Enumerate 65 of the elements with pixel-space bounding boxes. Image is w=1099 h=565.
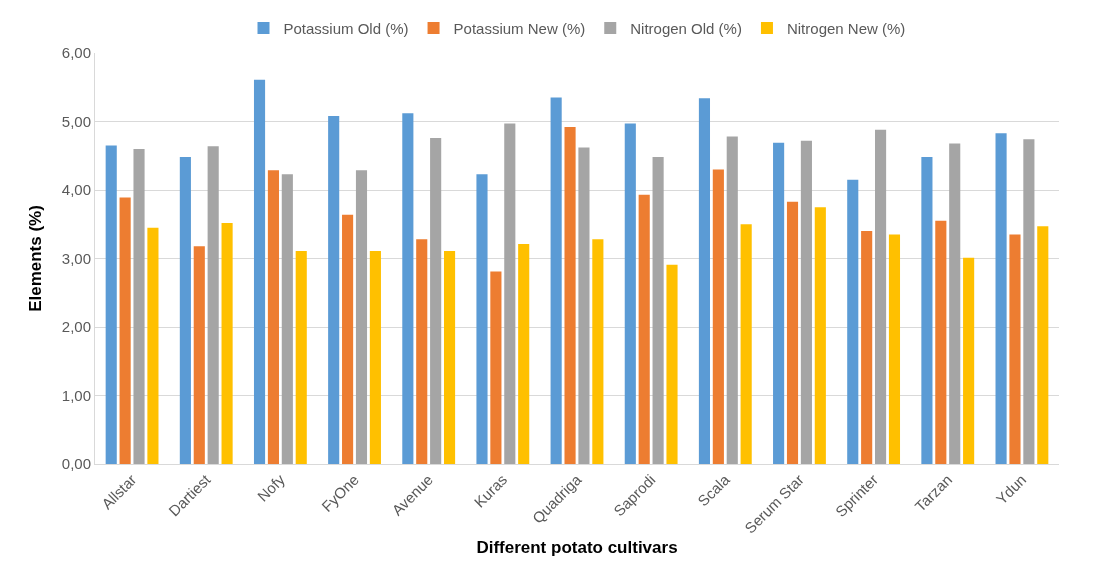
bar — [847, 179, 859, 464]
legend-label: Nitrogen New (%) — [786, 19, 906, 37]
bar — [476, 174, 488, 464]
bar — [504, 123, 516, 464]
y-tick-label: 0,00 — [61, 455, 91, 473]
bar — [133, 148, 145, 464]
bar — [281, 174, 293, 464]
bar — [875, 129, 887, 464]
bar — [666, 264, 678, 464]
bar — [267, 170, 279, 464]
bar — [888, 234, 901, 464]
legend-label: Potassium Old (%) — [283, 19, 409, 37]
bar — [1037, 226, 1049, 464]
bar — [443, 250, 456, 464]
bar — [564, 126, 576, 464]
bar — [369, 250, 381, 464]
y-tick-label: 6,00 — [61, 44, 91, 62]
y-tick-label: 4,00 — [61, 181, 91, 199]
bar — [949, 143, 961, 464]
bar — [578, 147, 590, 464]
legend-label: Potassium New (%) — [453, 19, 586, 37]
bar — [995, 133, 1007, 464]
y-tick-label: 5,00 — [61, 112, 91, 130]
bar — [193, 246, 205, 464]
bar — [712, 169, 724, 464]
bar — [105, 145, 117, 464]
bar — [355, 170, 368, 464]
bar — [119, 197, 131, 464]
legend-label: Nitrogen Old (%) — [630, 19, 742, 37]
bar — [490, 271, 502, 464]
bar — [295, 250, 307, 464]
y-axis-title: Elements (%) — [26, 205, 46, 312]
bar — [963, 257, 975, 464]
bar — [652, 157, 664, 464]
bar — [800, 140, 812, 464]
bar — [416, 239, 428, 464]
y-tick-label: 1,00 — [61, 386, 91, 404]
bar — [726, 136, 738, 464]
bar — [786, 201, 799, 464]
bar — [1009, 234, 1021, 464]
bar — [935, 220, 947, 464]
bar — [624, 123, 636, 464]
bar — [342, 214, 354, 464]
bar — [814, 207, 826, 464]
bar — [207, 146, 219, 464]
bar — [430, 137, 442, 464]
bar — [638, 194, 650, 464]
bar — [698, 98, 711, 464]
x-axis-title: Different potato cultivars — [476, 537, 678, 557]
bar — [402, 113, 414, 464]
bar — [518, 244, 530, 464]
bar — [592, 239, 604, 464]
bar — [221, 222, 233, 464]
y-tick-label: 3,00 — [61, 249, 91, 267]
bar — [328, 116, 340, 464]
bar — [861, 231, 873, 464]
y-tick-label: 2,00 — [61, 318, 91, 336]
bar — [550, 97, 562, 464]
bar — [147, 227, 159, 464]
bar — [253, 79, 266, 464]
bar — [1023, 139, 1035, 464]
bar — [740, 224, 752, 464]
bar — [921, 157, 933, 464]
bar — [179, 157, 191, 464]
bar — [773, 142, 785, 464]
